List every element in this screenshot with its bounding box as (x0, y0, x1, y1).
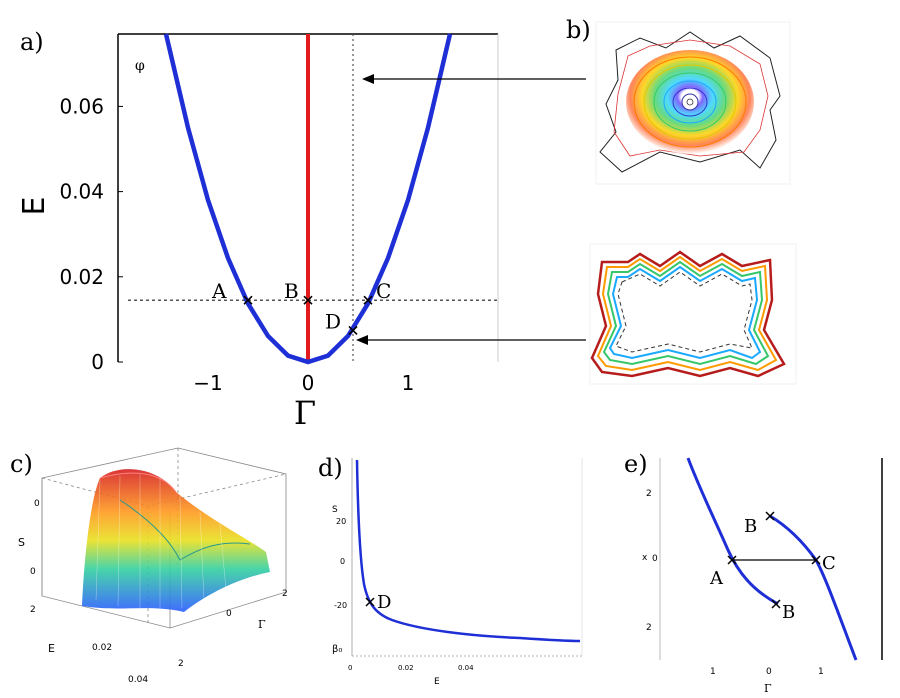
panel-a-point-label-D: D (325, 309, 341, 333)
panel-e-y-tick-0: 2 (646, 489, 652, 499)
panel-d-point-D: D (365, 592, 391, 613)
panel-d-x-label: E (434, 677, 440, 687)
surface-mesh (82, 469, 270, 612)
panel-e-point-C: C (811, 553, 836, 574)
panel-e-label: e) (624, 450, 648, 478)
panel-d-x-tick-1: 0.02 (398, 664, 414, 672)
panel-d-y-label: S (332, 505, 338, 515)
panel-a-point-marker-B (303, 295, 313, 305)
panel-a-y-tick-label-1: 0.02 (59, 265, 104, 289)
panel-e-curve-left (686, 457, 779, 606)
panel-a-point-label-C: C (376, 279, 391, 303)
panel-e-point-B-upper: B (744, 511, 775, 537)
contour-outline-top (599, 31, 781, 173)
panel-b: b) (356, 16, 797, 385)
panel-a-x-ticks: −1 0 1 (193, 371, 414, 395)
panel-c: c) S 0 0 2 E 0.02 0.04 0 2 (10, 447, 288, 685)
panel-c-x-tick-1: 0.04 (128, 675, 148, 685)
contour-plot-top (595, 21, 791, 185)
panel-d-curve (355, 459, 581, 643)
panel-e-x-tick-1: 0 (766, 667, 772, 677)
panel-c-z-label: Γ (258, 618, 266, 631)
panel-c-y-tick-1: 0 (30, 567, 36, 577)
panel-a-point-label-A: A (211, 279, 227, 303)
panel-e: e) 2 x 0 2 1 0 1 Γ A B C B (624, 450, 883, 695)
panel-a-corner-label: φ (135, 58, 145, 74)
panel-d-label: d) (318, 454, 343, 482)
panel-d-x-tick-0: 0 (348, 664, 352, 672)
panel-d-x-tick-2: 0.04 (458, 664, 474, 672)
panel-e-x-label: Γ (764, 682, 772, 695)
panel-a-y-tick-label-0: 0 (91, 350, 104, 374)
panel-a-label: a) (20, 28, 44, 56)
svg-text:C: C (822, 553, 836, 574)
panel-e-x-tick-2: 1 (818, 667, 824, 677)
panel-a-y-label: E (17, 197, 52, 216)
panel-e-y-label: x (642, 553, 648, 563)
panel-c-x-tick-0: 0.02 (92, 643, 112, 653)
panel-c-label: c) (10, 450, 33, 478)
panel-e-point-A: A (709, 555, 737, 589)
panel-a-point-label-B: B (284, 279, 299, 303)
panel-a-curve (163, 33, 453, 365)
panel-a-points: A B C D (211, 279, 391, 336)
panel-c-z-tick-1: 2 (178, 659, 184, 669)
panel-d-bottom-label: β₀ (332, 644, 342, 655)
panel-a-y-ticks: 0 0.02 0.04 0.06 (59, 94, 123, 374)
panel-e-x-tick-0: 1 (710, 667, 716, 677)
panel-d: d) S 20 0 -20 β₀ 0 0.02 0.04 E D (318, 454, 583, 687)
svg-text:B: B (782, 602, 795, 623)
panel-a: a) 0 0.02 0.04 0.06 −1 0 1 E Γ φ A B C D (17, 28, 499, 432)
panel-a-y-tick-label-2: 0.04 (59, 180, 104, 204)
svg-text:A: A (709, 568, 724, 589)
contour-outline-bottom (590, 250, 786, 378)
contour-plot-bottom (589, 243, 797, 385)
panel-d-y-tick-0: 20 (336, 517, 346, 526)
panel-e-y-tick-2: 2 (646, 623, 652, 633)
panel-a-x-tick-label-2: 1 (402, 371, 415, 395)
panel-c-y-tick-2: 2 (30, 605, 36, 615)
svg-text:D: D (377, 592, 391, 613)
panel-a-x-tick-label-1: 0 (302, 371, 315, 395)
panel-e-y-tick-1: 0 (652, 554, 658, 564)
panel-a-x-tick-label-0: −1 (193, 371, 222, 395)
panel-a-x-label: Γ (294, 394, 316, 432)
panel-a-point-marker-A (243, 295, 253, 305)
panel-e-point-B-lower: B (771, 599, 795, 623)
panel-c-y-label: S (18, 536, 25, 549)
panel-d-y-tick-2: -20 (334, 601, 347, 610)
panel-c-z-tick-2: 2 (282, 589, 288, 599)
arrow-top (362, 74, 586, 84)
svg-text:B: B (744, 516, 757, 537)
panel-e-curve-right (769, 514, 858, 661)
panel-b-label: b) (566, 16, 591, 44)
panel-d-y-tick-1: 0 (340, 557, 345, 566)
panel-a-point-marker-C (363, 295, 373, 305)
arrow-bottom (356, 335, 586, 345)
panel-c-z-tick-0: 0 (226, 609, 232, 619)
panel-c-x-label: E (48, 642, 55, 655)
panel-a-y-tick-label-3: 0.06 (59, 94, 104, 118)
panel-a-point-marker-D (348, 325, 358, 336)
panel-c-y-tick-0: 0 (34, 499, 40, 509)
